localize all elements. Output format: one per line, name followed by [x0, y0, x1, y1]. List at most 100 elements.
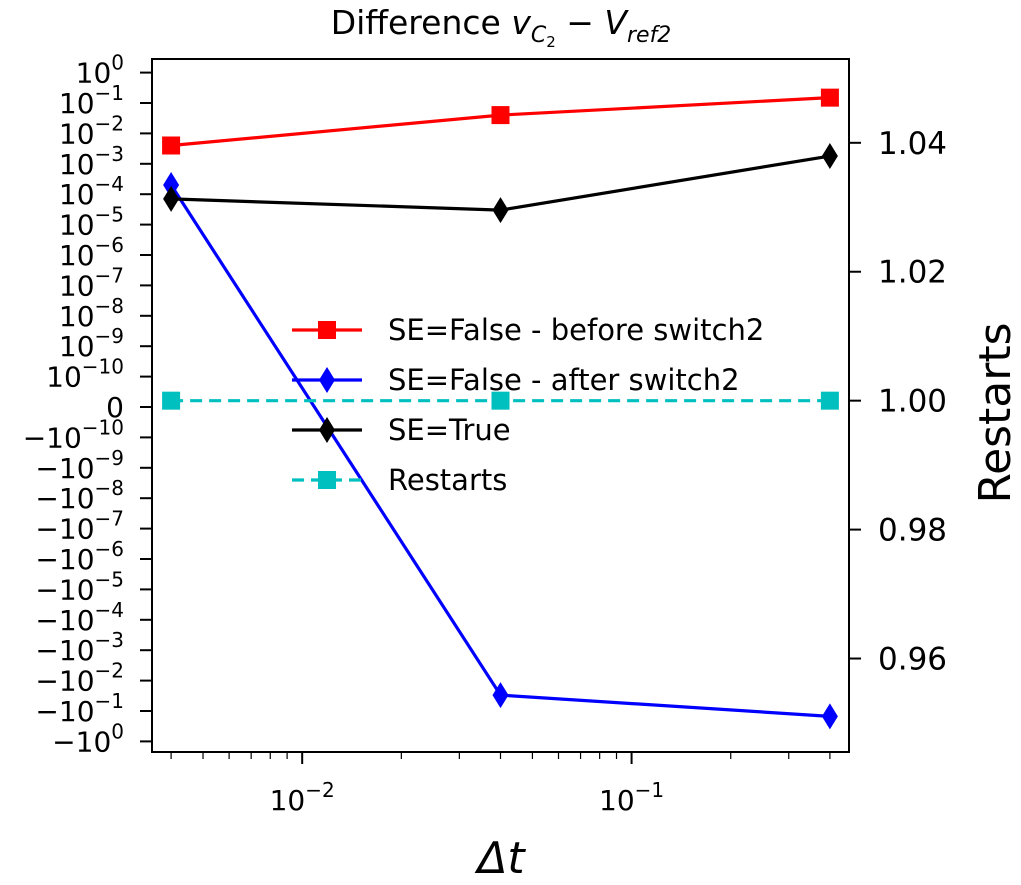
data-point-1 [163, 172, 180, 199]
y-right-tick-label: 1.00 [878, 384, 947, 420]
y-tick-exp: 0 [111, 51, 124, 75]
y-left-tick-label: 10−10 [46, 355, 124, 394]
y-left-tick-label: 10−7 [59, 263, 124, 302]
data-point-1 [492, 682, 509, 709]
data-point-0 [820, 88, 839, 107]
y-tick-base: 10 [59, 178, 95, 211]
y-tick-base: −10 [35, 482, 94, 515]
y-tick-base: −10 [23, 421, 82, 454]
legend-marker [319, 417, 335, 443]
y-tick-exp: −1 [95, 81, 124, 105]
title-V: V [604, 3, 629, 42]
y-tick-exp: 0 [111, 719, 124, 743]
y-right-tick-label: 1.02 [878, 255, 947, 291]
y-right-tick-label: 0.98 [878, 513, 947, 549]
y-left-tick-label: 10−8 [59, 294, 124, 333]
y-tick-base: −10 [35, 695, 94, 728]
chart-title: Difference vC2 − Vref2 [331, 3, 672, 51]
y-tick-base: −10 [35, 452, 94, 485]
y-left-tick-label: 100 [76, 51, 124, 90]
y-tick-exp: −6 [95, 233, 124, 257]
y-left-tick-label: −10−10 [23, 415, 124, 454]
y-tick-base: −10 [35, 604, 94, 637]
y-tick-base: 10 [59, 330, 95, 363]
series-line-1 [169, 184, 830, 718]
y-left-tick-label: 0 [106, 391, 124, 424]
y-left-tick-label: 10−3 [59, 142, 124, 181]
y-tick-exp: −7 [95, 263, 124, 287]
y-tick-exp: −3 [95, 142, 124, 166]
y-tick-base: −10 [52, 725, 111, 758]
y-right-axis-label: Restarts [970, 322, 1021, 503]
y-tick-exp: −7 [95, 507, 124, 531]
y-tick-exp: −5 [95, 203, 124, 227]
y-left-tick-label: −10−6 [35, 537, 124, 576]
y-left-tick-label: −10−3 [35, 628, 124, 667]
series-markers [162, 88, 839, 730]
y-tick-base: 10 [59, 269, 95, 302]
y-tick-base: 10 [59, 239, 95, 272]
title-sub-c: C [531, 23, 547, 48]
y-left-tick-label: −10−4 [35, 598, 124, 637]
y-left-tick-label: 10−2 [59, 111, 124, 150]
title-prefix: Difference [331, 3, 512, 42]
y-tick-exp: −4 [95, 172, 124, 196]
x-tick-base: 10 [270, 784, 306, 817]
x-tick-base: 10 [599, 784, 635, 817]
y-tick-exp: −8 [95, 294, 124, 318]
title-sub-ref: ref2 [627, 23, 671, 48]
data-point-2 [163, 185, 180, 212]
y-left-tick-label: 10−5 [59, 203, 124, 242]
y-left-tick-label: −10−2 [35, 659, 124, 698]
y-tick-exp: −5 [95, 567, 124, 591]
x-tick-exp: −2 [305, 778, 334, 802]
y-tick-base: 10 [59, 300, 95, 333]
y-tick-exp: −9 [95, 446, 124, 470]
y-right-tick-label: 1.04 [878, 126, 947, 162]
y-left-ticks: 10010−110−210−310−410−510−610−710−810−91… [23, 51, 152, 758]
y-left-tick-label: 10−6 [59, 233, 124, 272]
y-left-tick-label: −10−1 [35, 689, 124, 728]
data-point-2 [821, 143, 838, 170]
data-point-0 [491, 106, 510, 125]
y-tick-exp: −10 [82, 355, 124, 379]
y-tick-base: −10 [35, 634, 94, 667]
y-tick-base: 0 [106, 391, 124, 424]
y-tick-exp: −1 [95, 689, 124, 713]
y-tick-exp: −10 [82, 415, 124, 439]
data-point-3 [491, 391, 510, 410]
y-left-tick-label: −10−5 [35, 567, 124, 606]
y-left-tick-label: 10−1 [59, 81, 124, 120]
title-v: v [511, 3, 531, 42]
x-ticks: 10−2 10−1 [170, 752, 831, 817]
x-axis-label: Δt [474, 833, 526, 884]
y-left-tick-label: −10−7 [35, 507, 124, 546]
legend: SE=False - before switch2 SE=False - afte… [292, 313, 764, 497]
y-right-tick-label: 0.96 [878, 642, 947, 678]
y-left-tick-label: −10−9 [35, 446, 124, 485]
y-left-tick-label: 10−9 [59, 324, 124, 363]
y-left-tick-label: −100 [52, 719, 124, 758]
y-left-tick-label: −10−8 [35, 476, 124, 515]
y-left-tick-label: 10−4 [59, 172, 124, 211]
data-point-3 [162, 391, 181, 410]
y-tick-exp: −4 [95, 598, 124, 622]
y-tick-exp: −9 [95, 324, 124, 348]
legend-label: SE=True [388, 413, 511, 447]
data-point-0 [162, 136, 181, 155]
y-tick-base: 10 [59, 87, 95, 120]
legend-marker [319, 367, 335, 393]
y-tick-base: 10 [59, 209, 95, 242]
y-tick-exp: −2 [95, 111, 124, 135]
y-tick-base: 10 [59, 117, 95, 150]
y-tick-exp: −8 [95, 476, 124, 500]
legend-marker [318, 321, 336, 339]
y-tick-base: 10 [59, 148, 95, 181]
y-tick-base: −10 [35, 543, 94, 576]
y-right-ticks: 0.96 0.98 1.00 1.02 1.04 [849, 126, 947, 678]
y-tick-base: −10 [35, 665, 94, 698]
title-sub-two: 2 [546, 33, 556, 51]
y-tick-exp: −3 [95, 628, 124, 652]
y-tick-base: −10 [35, 573, 94, 606]
